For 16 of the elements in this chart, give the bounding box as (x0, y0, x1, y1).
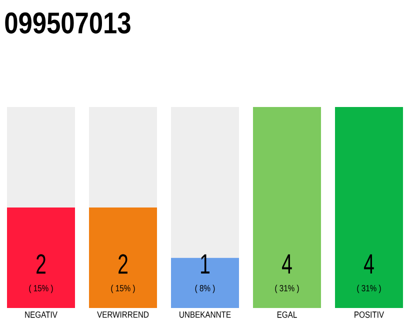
annotation: ( 31% ) (357, 284, 381, 294)
data-label: 2 (118, 254, 128, 274)
x-tick-label: VERWIRREND (97, 311, 149, 318)
x-tick-label: EGAL (277, 311, 297, 318)
annotation: ( 31% ) (275, 284, 299, 294)
annotation: ( 15% ) (111, 284, 135, 294)
x-tick-label: NEGATIV (25, 311, 58, 318)
x-tick-label: POSITIV (354, 311, 384, 318)
annotation: ( 15% ) (29, 284, 53, 294)
data-label: 4 (282, 254, 292, 274)
x-tick-label: UNBEKANNTE (180, 311, 231, 318)
annotation: ( 8% ) (195, 284, 215, 294)
chart-title: 099507013 (5, 12, 130, 34)
data-label: 1 (201, 254, 210, 274)
data-label: 4 (364, 254, 374, 274)
data-label: 2 (36, 254, 46, 274)
